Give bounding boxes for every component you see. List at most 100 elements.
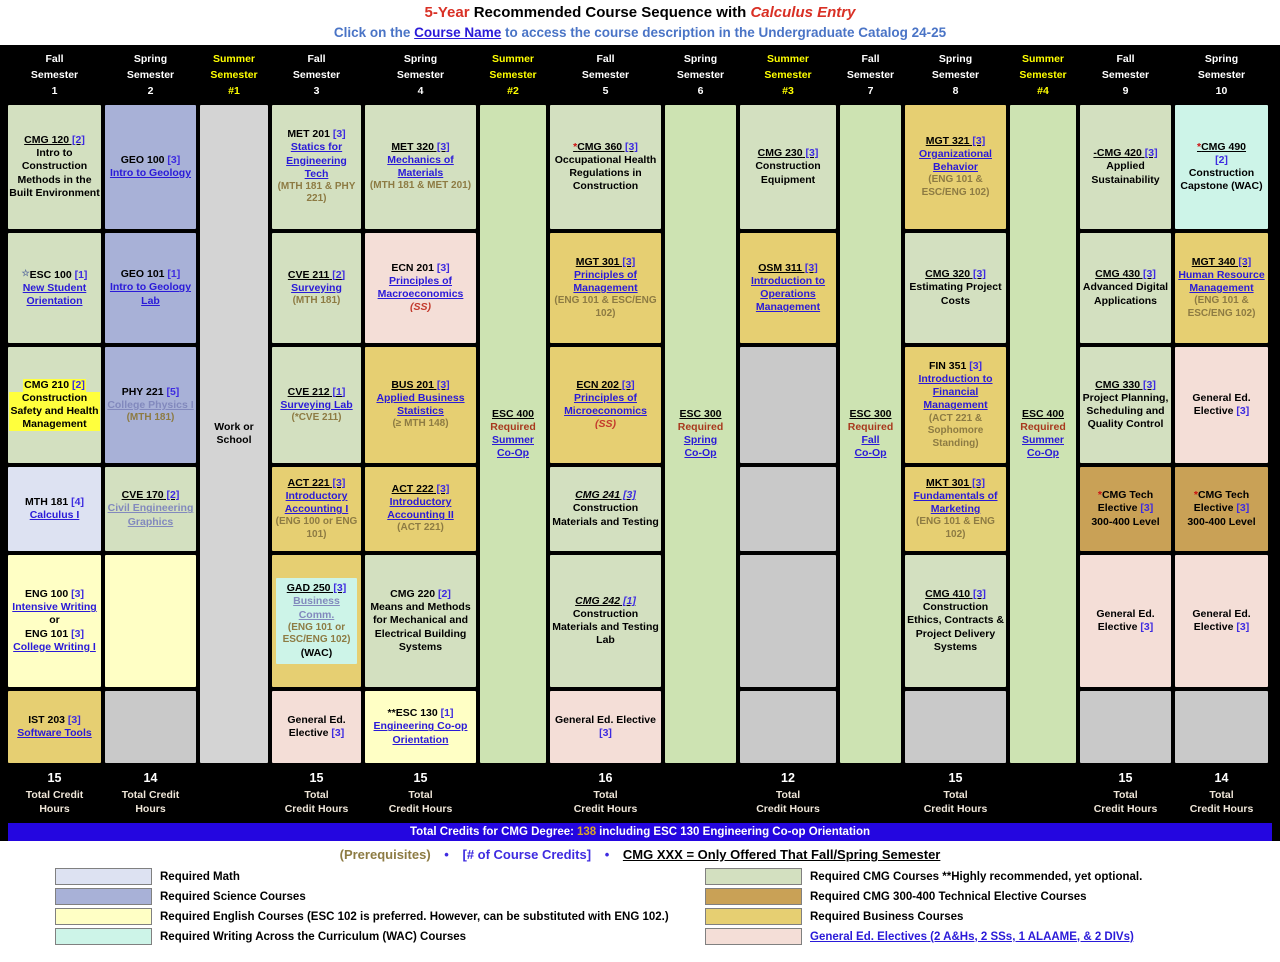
total-credit-hours-spring-8: 15 Total Credit Hours [905,767,1006,821]
course-code[interactable]: ESC 300 [679,407,722,420]
course-title-link[interactable]: Business Comm. [293,595,340,621]
course-code[interactable]: -CMG 420 [3] [1093,147,1158,160]
course-code[interactable]: BUS 201 [3] [391,379,450,392]
course-code[interactable]: ECN 202 [3] [576,378,635,391]
course-code[interactable]: CVE 170 [2] [121,489,180,502]
course-title-link[interactable]: New Student Orientation [22,281,87,308]
course-code[interactable]: MGT 301 [3] [575,255,636,268]
course-title-link[interactable]: Intro to Geology Lab [109,281,192,307]
course-title-link[interactable]: Mechanics of Materials [387,154,454,180]
total-credit-hours-spring-10: 14 Total Credit Hours [1175,767,1268,821]
course-name-link[interactable]: Course Name [414,25,502,40]
credit-hours: [4] [68,495,84,508]
course-code[interactable]: ACT 221 [3] [287,476,346,489]
legend-key-line: (Prerequisites) • [# of Course Credits] … [0,841,1280,866]
legend-swatch [55,888,152,905]
credit-hours: [3] [433,141,450,154]
prerequisite-text: (MTH 181) [126,411,175,423]
course-title-link[interactable]: Fundamentals of Marketing [913,489,998,516]
total-credit-hours-spring-2: 14 Total Credit Hours [105,767,196,821]
legend-right-column: Required CMG Courses **Highly recommende… [705,868,1142,948]
course-code[interactable]: MKT 301 [3] [926,476,985,489]
total-credit-hours-fall-1: 15 Total Credit Hours [8,767,101,821]
course-title-link[interactable]: Co-Op [1026,447,1060,460]
course-title-link[interactable]: Principles of Microeconomics [564,391,647,417]
course-code[interactable]: MGT 340 [3] [1191,255,1252,268]
course-code[interactable]: ESC 300 [849,407,892,420]
wac-inner-box: GAD 250 [3] Business Comm. (ENG 101 or ESC… [276,578,357,664]
course-code: ENG 100 [3] [25,588,84,601]
course-title-link[interactable]: Summer [491,434,534,446]
course-code[interactable]: ACT 222 [3] [391,483,450,496]
course-title-link[interactable]: Fall [861,434,880,446]
course-code[interactable]: MET 320 [3] [391,141,450,154]
legend-swatch [705,888,802,905]
course-code[interactable]: CMG 230 [3] [757,147,819,160]
course-code[interactable]: ESC 400 [1021,407,1065,420]
course-title-link[interactable]: Principles of Management [573,268,638,295]
course-code[interactable]: CMG 120 [2] [24,134,85,147]
prerequisite-text: (ENG 101 & ESC/ENG 102) [554,295,657,319]
course-title-link[interactable]: Introduction to Financial Management [918,373,993,412]
course-code[interactable]: OSM 311 [3] [758,261,818,274]
legend-course-credits: [# of Course Credits] [462,847,592,862]
course-code[interactable]: CMG 242 [1] [575,594,636,607]
course-code[interactable]: CMG 410 [3] [925,588,986,601]
course-title-link[interactable]: Introductory Accounting I [284,489,349,516]
cell-geo-100: GEO 100 [3] Intro to Geology [105,105,196,229]
course-code[interactable]: CMG 320 [3] [925,268,986,281]
course-title-link[interactable]: Co-Op [496,447,530,460]
course-title-link[interactable]: Surveying Lab [280,398,353,411]
course-code[interactable]: CMG 430 [3] [1095,268,1156,281]
course-title-link[interactable]: Organizational Behavior [919,147,992,174]
course-text: Estimating Project Costs [909,281,1002,307]
course-title-link[interactable]: Software Tools [17,727,92,739]
course-text: Construction Materials and Testing [552,502,659,528]
course-title-link[interactable]: Intro to Geology [109,167,192,179]
course-text: *CMG Tech Elective [3] [1193,489,1250,515]
credit-hours: [3] [1137,621,1154,633]
course-title-link[interactable]: College Writing I [13,640,96,653]
course-code[interactable]: MGT 321 [3] [925,134,986,147]
course-title-link[interactable]: Principles of Macroeconomics [377,274,464,300]
cell-mgt-301: MGT 301 [3] Principles of Management (ENG … [550,233,661,343]
credit-hours: [3] [622,140,638,153]
course-title-link[interactable]: Introductory Accounting II [387,496,454,522]
credit-hours: [3] [618,378,635,391]
course-title-link[interactable]: Engineering Co-op Orientation [373,720,468,746]
total-credit-hours-fall-5: 16 Total Credit Hours [550,767,661,821]
course-code[interactable]: *CMG 490 [1196,140,1247,153]
credit-hours: [1] [329,385,346,398]
cell-cmg-220: CMG 220 [2] Means and Methods for Mechani… [365,555,476,687]
course-title-link[interactable]: Statics for Engineering Tech [286,141,347,180]
course-title-link[interactable]: Surveying [291,281,342,294]
course-code[interactable]: CVE 212 [1] [287,385,346,398]
course-title-link[interactable]: Human Resource Management [1178,268,1265,295]
credit-hours: [3] [802,261,818,274]
course-title-link[interactable]: Spring [683,434,718,446]
course-code[interactable]: *CMG 360 [3] [573,140,638,153]
asterisk-mark: * [1193,489,1198,502]
prerequisite-text: (ACT 221) [397,522,444,534]
course-title-link[interactable]: Civil Engineering Graphics [107,502,194,528]
course-title-link[interactable]: Co-Op [854,447,887,460]
course-sequence-table-wrapper: Fall Semester 1 CMG 120 [2] Intro to Constru… [0,45,1280,841]
course-code[interactable]: GAD 250 [3] [286,582,347,595]
course-code[interactable]: CMG 330 [3] [1095,378,1156,391]
cell-act-221: ACT 221 [3] Introductory Accounting I (ENG… [272,467,361,551]
course-title-link[interactable]: Applied Business Statistics [376,392,465,418]
credit-hours: [1] [437,707,454,720]
course-code[interactable]: CVE 211 [2] [287,268,346,281]
course-code[interactable]: CMG 241 [3] [575,489,636,502]
course-title-link[interactable]: Summer [1021,434,1064,446]
cell-mgt-340: MGT 340 [3] Human Resource Management (ENG… [1175,233,1268,343]
legend-label-link[interactable]: General Ed. Electives (2 A&Hs, 2 SSs, 1 … [810,930,1134,943]
credit-hours: [3] [802,147,819,160]
course-code[interactable]: ESC 400 [491,407,535,420]
course-title-link[interactable]: Calculus I [29,509,80,521]
course-title-link[interactable]: College Physics I [107,398,194,411]
asterisk-mark: * [573,140,578,153]
course-title-link[interactable]: Co-Op [684,447,717,460]
course-title-link[interactable]: Introduction to Operations Management [750,274,826,314]
course-title-link[interactable]: Intensive Writing [12,601,97,614]
